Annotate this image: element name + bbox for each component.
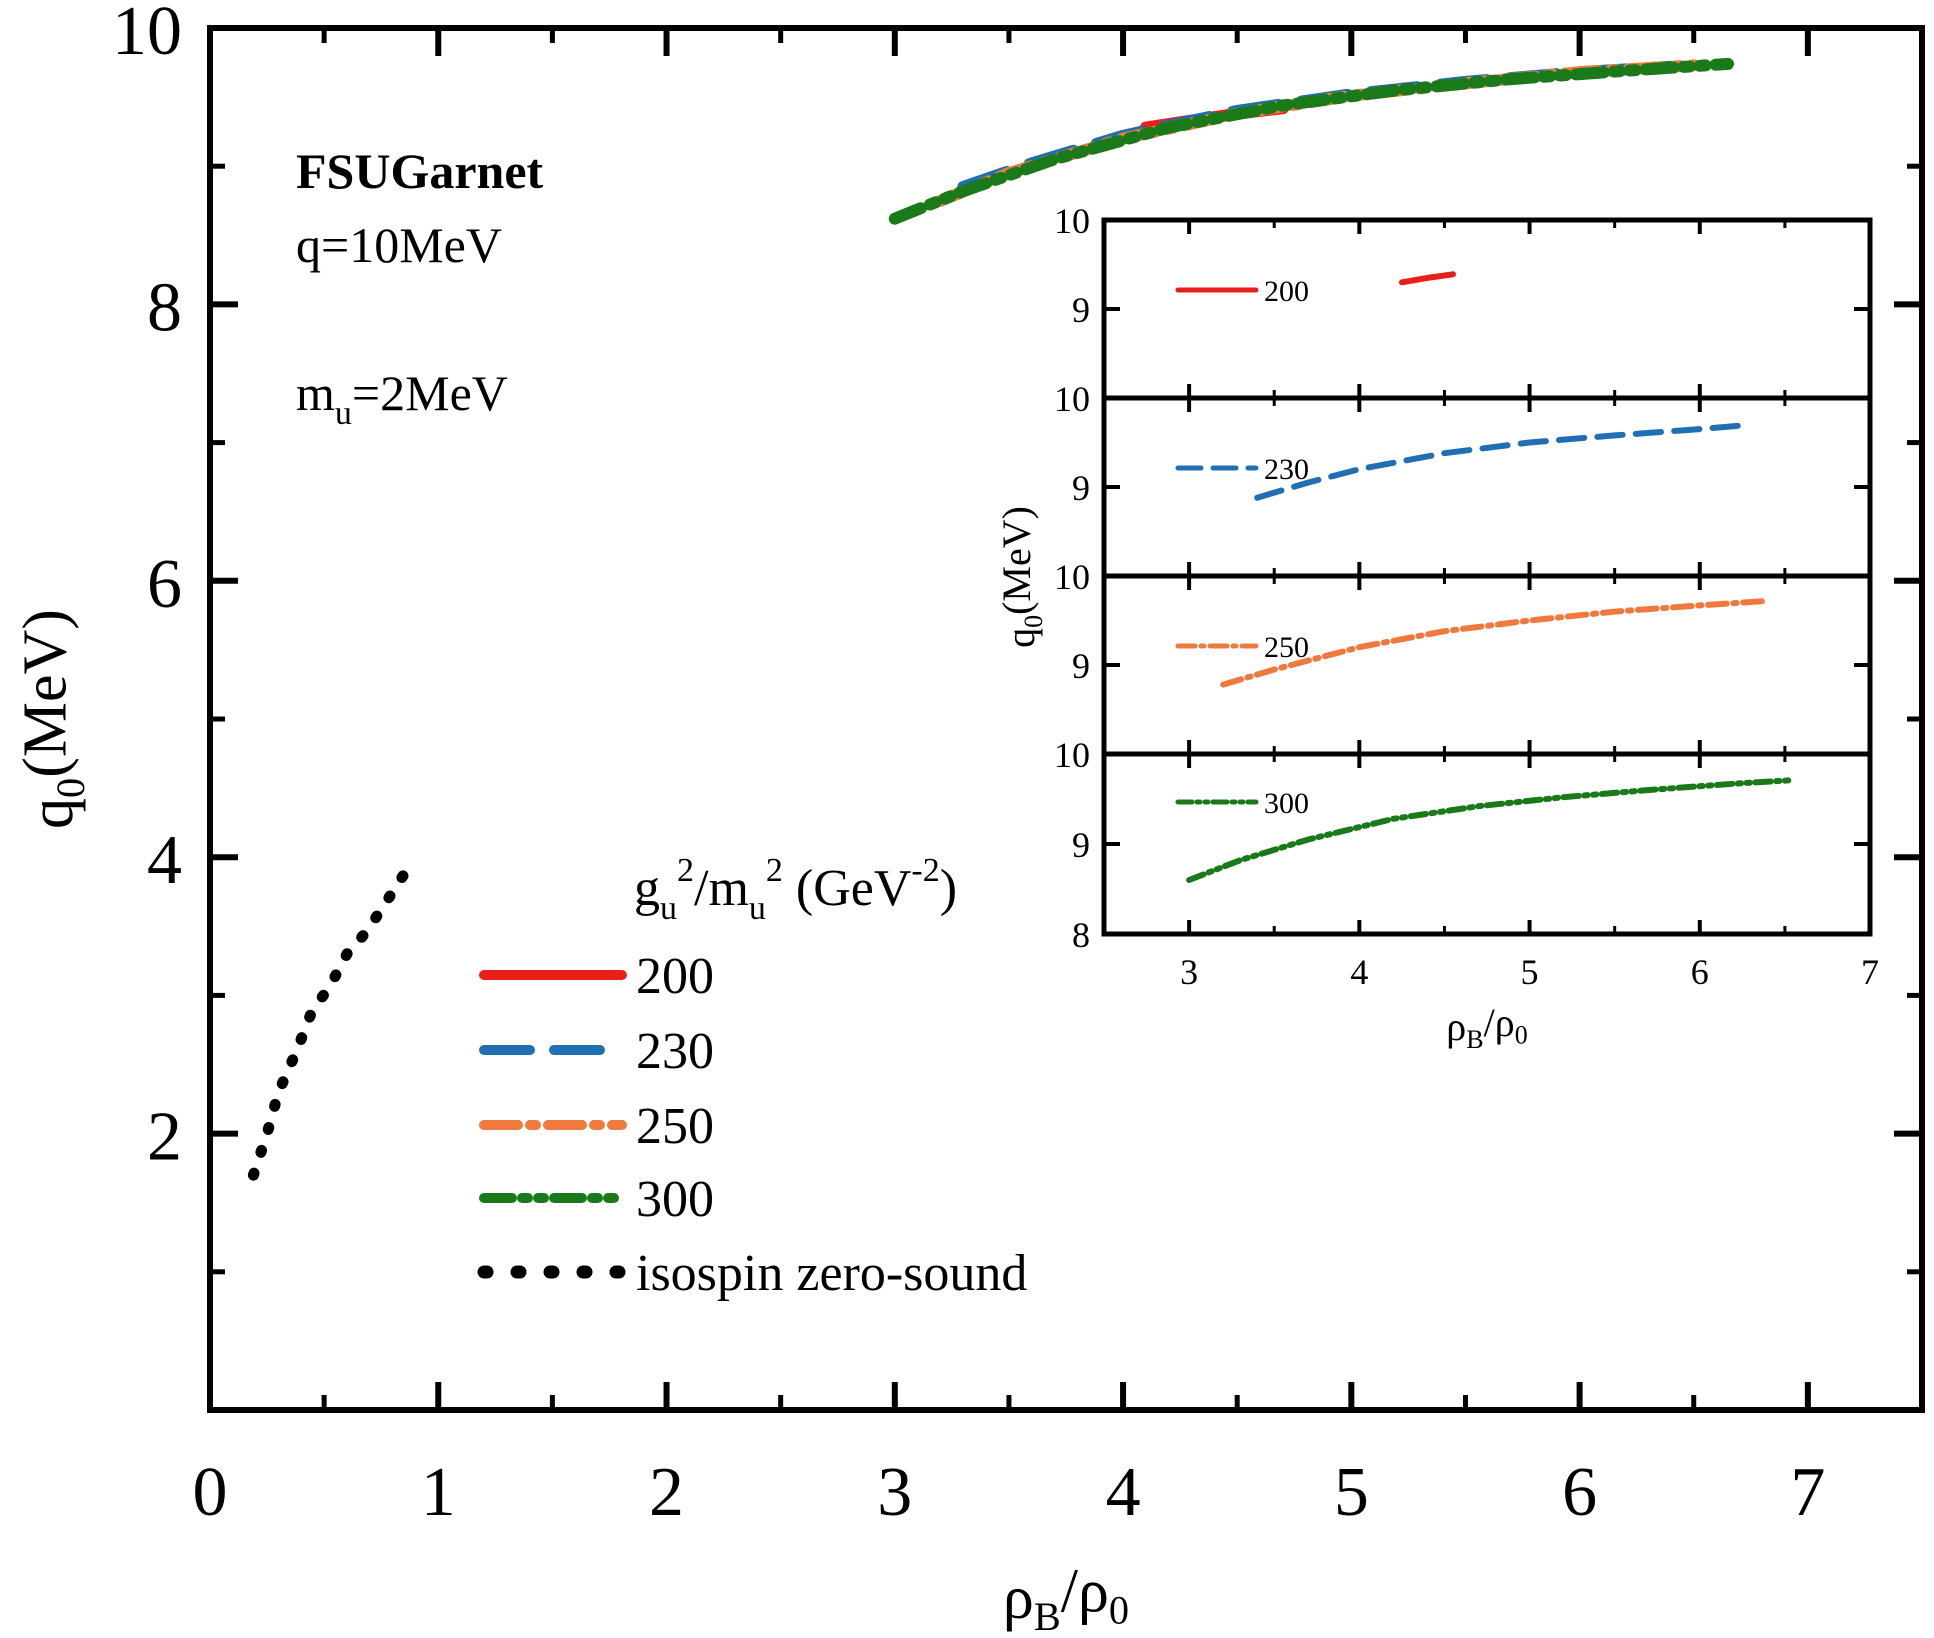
x-tick-label: 1: [421, 1454, 456, 1531]
inset-x-tick-label: 6: [1691, 952, 1709, 992]
inset-x-tick-label: 3: [1180, 952, 1198, 992]
inset-y-tick-label: 9: [1072, 646, 1090, 686]
inset-y-tick-label: 10: [1054, 379, 1090, 419]
x-tick-label: 2: [649, 1454, 684, 1531]
inset-legend-label: 200: [1264, 275, 1309, 308]
annotations: FSUGarnet q=10MeV mu=2MeV: [296, 143, 544, 432]
inset-legend-label: 300: [1264, 787, 1309, 820]
series-300: [888, 57, 1734, 225]
x-tick-label: 3: [877, 1454, 912, 1531]
y-tick-label: 6: [147, 546, 182, 623]
y-axis-label: q0(MeV): [11, 609, 93, 829]
legend-label: 300: [636, 1171, 714, 1228]
legend-title: gu2/mu2 (GeV-2): [634, 852, 957, 927]
inset-y-tick-label: 8: [1072, 915, 1090, 955]
inset-y-tick-label: 9: [1072, 468, 1090, 508]
model-label: FSUGarnet: [296, 143, 544, 199]
momentum-label: q=10MeV: [296, 217, 502, 273]
y-tick-label: 2: [147, 1099, 182, 1176]
inset-y-tick-label: 9: [1072, 825, 1090, 865]
inset-legend-label: 250: [1264, 631, 1309, 664]
inset-y-axis-label: q0(MeV): [994, 506, 1048, 648]
mass-label: mu=2MeV: [296, 365, 508, 432]
x-tick-label: 6: [1562, 1454, 1597, 1531]
inset-y-tick-label: 9: [1072, 290, 1090, 330]
inset-y-tick-label: 10: [1054, 201, 1090, 241]
inset-series-250: [1220, 597, 1771, 688]
legend-label: 200: [636, 948, 714, 1005]
inset-chart: 9 10 200 9 10 230 9 10 250 8 9 10 300 3 4 5 6 7 ρB/ρ0 q0(Me…: [994, 201, 1879, 1054]
inset-legend-label: 230: [1264, 453, 1309, 486]
inset-x-tick-label: 5: [1521, 952, 1539, 992]
y-tick-label: 4: [147, 822, 182, 899]
legend-label: 250: [636, 1098, 714, 1155]
y-tick-label: 8: [147, 269, 182, 346]
x-tick-label: 0: [193, 1454, 228, 1531]
inset-x-tick-label: 4: [1350, 952, 1368, 992]
y-tick-label: 10: [112, 0, 182, 70]
legend: gu2/mu2 (GeV-2) 200 230 250 300 isospin zero…: [477, 852, 1027, 1302]
inset-series-300: [1186, 777, 1797, 883]
inset-series-200: [1398, 271, 1456, 286]
series-isospin-zero-sound: [247, 854, 419, 1181]
inset-y-tick-label: 10: [1054, 735, 1090, 775]
inset-x-tick-label: 7: [1861, 952, 1879, 992]
main-chart: 0 1 2 3 4 5 6 7 2 4 6 8 10 ρB/ρ0 q0(MeV): [11, 0, 1925, 1638]
inset-y-tick-label: 10: [1054, 557, 1090, 597]
legend-label: isospin zero-sound: [636, 1245, 1027, 1302]
x-axis-label: ρB/ρ0: [1003, 1557, 1129, 1638]
inset-x-axis-label: ρB/ρ0: [1446, 1000, 1527, 1054]
x-tick-label: 4: [1106, 1454, 1141, 1531]
x-tick-label: 5: [1334, 1454, 1369, 1531]
legend-label: 230: [636, 1023, 714, 1080]
x-tick-label: 7: [1790, 1454, 1825, 1531]
inset-series-230: [1254, 421, 1754, 501]
